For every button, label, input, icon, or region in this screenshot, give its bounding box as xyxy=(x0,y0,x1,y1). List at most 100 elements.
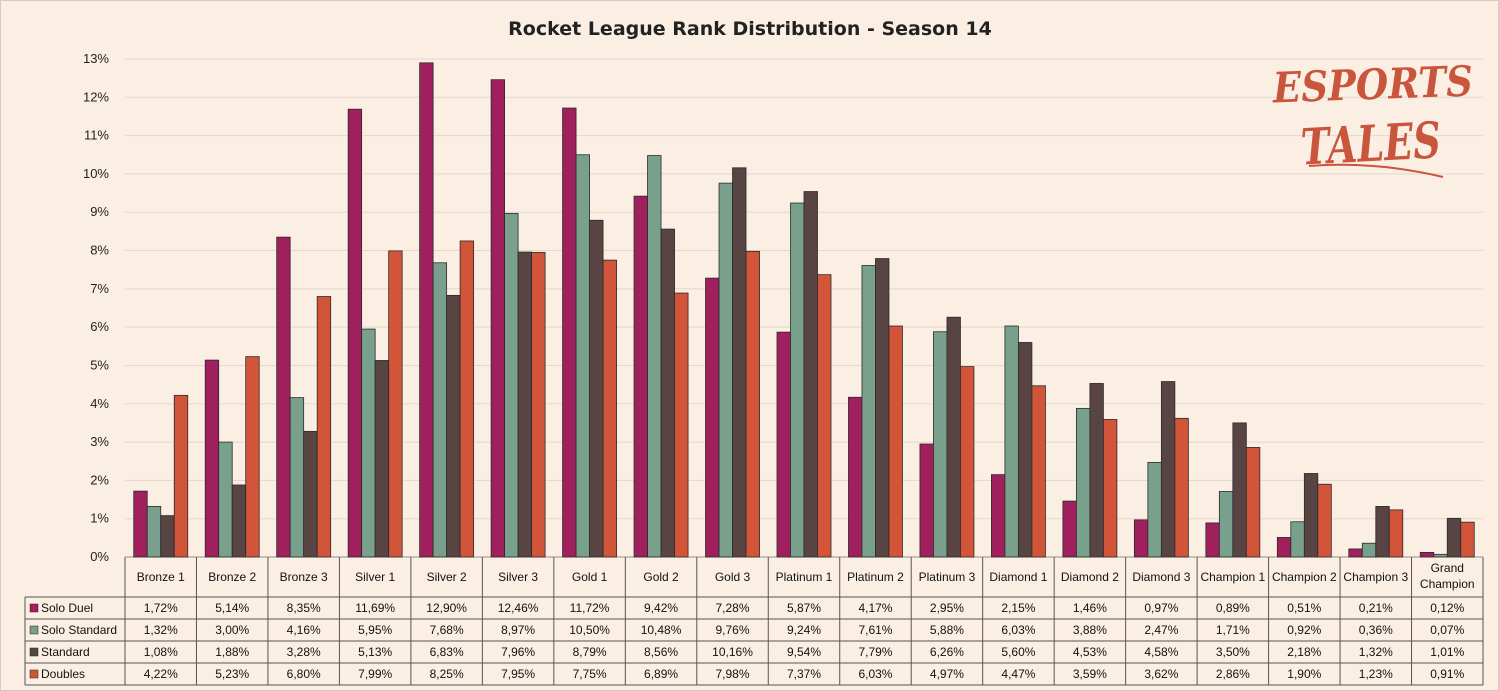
data-label: 2,86% xyxy=(1216,667,1250,681)
data-label: 1,32% xyxy=(144,623,178,637)
x-tick-label: Platinum 1 xyxy=(776,570,833,584)
bar xyxy=(861,265,876,558)
x-tick-label: Diamond 2 xyxy=(1061,570,1119,584)
bar xyxy=(388,250,403,558)
bar xyxy=(432,262,448,558)
data-label: 3,28% xyxy=(287,645,321,659)
bar xyxy=(1388,509,1404,558)
x-tick-label: Platinum 3 xyxy=(919,570,976,584)
y-tick-label: 11% xyxy=(84,128,109,143)
data-label: 4,97% xyxy=(930,667,964,681)
data-label: 1,71% xyxy=(1216,623,1250,637)
data-label: 3,50% xyxy=(1216,645,1250,659)
legend-swatch xyxy=(29,669,39,679)
data-label: 7,95% xyxy=(501,667,535,681)
bar xyxy=(374,360,390,558)
data-label: 5,13% xyxy=(358,645,392,659)
bar xyxy=(1232,422,1247,558)
watermark-logo: ESPORTS TALES xyxy=(1271,57,1474,178)
bar xyxy=(446,294,461,558)
y-tick-label: 9% xyxy=(90,204,109,219)
data-label: 2,18% xyxy=(1287,645,1321,659)
data-label: 6,03% xyxy=(1001,623,1035,637)
y-tick-label: 1% xyxy=(90,511,109,526)
bar xyxy=(888,325,903,558)
data-label: 5,60% xyxy=(1001,645,1035,659)
data-label: 10,48% xyxy=(641,623,682,637)
series-name: Solo Duel xyxy=(41,601,93,615)
bar xyxy=(1205,522,1220,558)
legend-swatch xyxy=(29,647,39,657)
data-label: 4,22% xyxy=(144,667,178,681)
data-label: 0,07% xyxy=(1430,623,1464,637)
bar xyxy=(1433,553,1448,558)
watermark-line-1: ESPORTS xyxy=(1271,57,1473,113)
bar xyxy=(790,202,805,558)
x-tick-label: Silver 1 xyxy=(355,570,395,584)
data-label: 1,46% xyxy=(1073,601,1107,615)
data-label: 3,88% xyxy=(1073,623,1107,637)
data-label: 7,68% xyxy=(430,623,464,637)
bar xyxy=(1075,407,1091,558)
x-tick-label: Champion 3 xyxy=(1343,570,1408,584)
data-label: 7,37% xyxy=(787,667,821,681)
data-label: 0,12% xyxy=(1430,601,1464,615)
y-tick-label: 4% xyxy=(90,396,109,411)
data-label: 1,90% xyxy=(1287,667,1321,681)
data-label: 7,75% xyxy=(573,667,607,681)
bar xyxy=(660,228,675,558)
x-tick-label: Bronze 1 xyxy=(137,570,185,584)
data-label: 8,56% xyxy=(644,645,678,659)
bar xyxy=(1276,537,1292,558)
series-name: Doubles xyxy=(41,667,85,681)
bar xyxy=(919,443,934,558)
legend-swatch xyxy=(29,603,39,613)
data-label: 2,95% xyxy=(930,601,964,615)
bar xyxy=(517,251,533,558)
data-label: 0,21% xyxy=(1359,601,1393,615)
data-label: 2,47% xyxy=(1144,623,1178,637)
x-tick-label: Gold 1 xyxy=(572,570,608,584)
data-label: 10,16% xyxy=(712,645,753,659)
bar xyxy=(674,292,689,558)
bar xyxy=(459,240,475,558)
bar xyxy=(316,296,332,558)
data-label: 8,79% xyxy=(573,645,607,659)
bar xyxy=(1133,519,1149,558)
data-label: 5,14% xyxy=(215,601,249,615)
data-label: 1,23% xyxy=(1359,667,1393,681)
bar xyxy=(848,396,863,558)
data-label: 6,80% xyxy=(287,667,321,681)
bar xyxy=(419,62,434,558)
series-name: Standard xyxy=(41,645,90,659)
data-label: 7,99% xyxy=(358,667,392,681)
bar xyxy=(218,441,233,558)
data-label: 0,51% xyxy=(1287,601,1321,615)
bar xyxy=(173,394,189,558)
series-name: Solo Standard xyxy=(41,623,117,637)
chart-title: Rocket League Rank Distribution - Season… xyxy=(508,18,992,40)
x-tick-label: Champion 1 xyxy=(1200,570,1265,584)
data-label: 3,59% xyxy=(1073,667,1107,681)
x-tick-label: Champion 2 xyxy=(1272,570,1337,584)
data-label: 1,72% xyxy=(144,601,178,615)
data-label: 11,69% xyxy=(355,601,395,615)
bar xyxy=(776,331,791,558)
bar xyxy=(1147,461,1162,558)
bar xyxy=(602,259,617,558)
bar xyxy=(1031,385,1046,558)
data-label: 12,90% xyxy=(426,601,467,615)
data-label: 0,36% xyxy=(1359,623,1393,637)
bar xyxy=(1348,548,1363,558)
x-tick-label: Grand xyxy=(1431,561,1464,575)
data-label: 9,76% xyxy=(716,623,750,637)
y-tick-label: 12% xyxy=(83,89,109,104)
data-label: 1,88% xyxy=(215,645,249,659)
y-axis-ticks: 0% 1% 2% 3% 4% 5% 6% 7% 8% 9% 10% 11% 12% 13% xyxy=(83,51,109,564)
data-label: 3,62% xyxy=(1144,667,1178,681)
y-tick-label: 2% xyxy=(90,472,109,487)
data-label: 0,97% xyxy=(1144,601,1178,615)
bar xyxy=(1160,381,1176,558)
